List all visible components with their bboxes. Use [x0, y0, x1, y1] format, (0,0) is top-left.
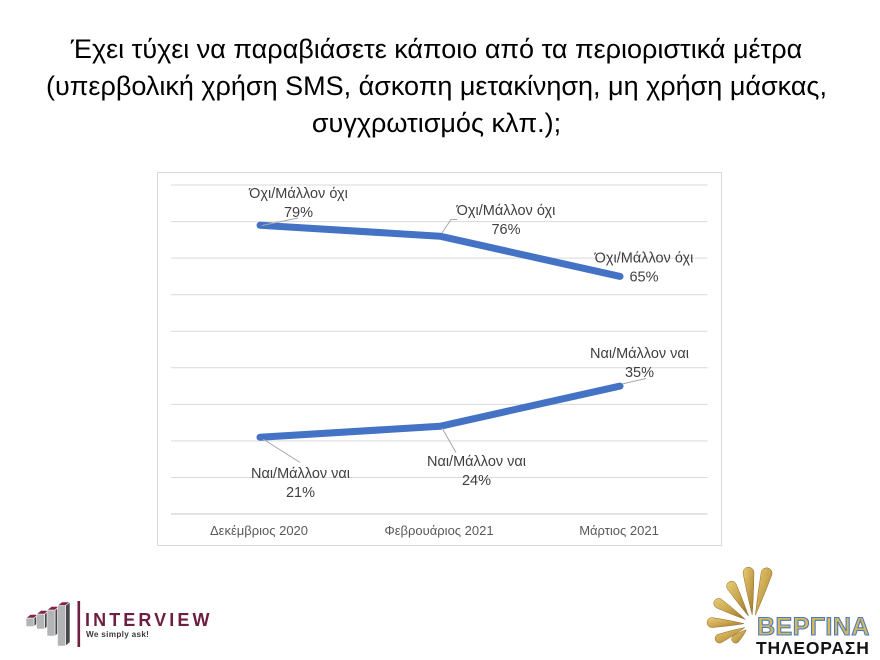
- vergina-tv-logo: ΒΕΡΓΙΝΑ ΤΗΛΕΟΡΑΣΗ: [698, 558, 880, 660]
- page-title: Έχει τύχει να παραβιάσετε κάποιο από τα …: [0, 31, 873, 142]
- data-label-name: Ναι/Μάλλον ναι: [427, 454, 526, 470]
- interview-brand-text: INTERVIEW: [85, 610, 213, 630]
- chart-border: [157, 172, 722, 546]
- leader-line: [261, 217, 299, 226]
- bar-side-face: [65, 601, 71, 647]
- sun-ray: [742, 566, 755, 616]
- page-title-line: (υπερβολική χρήση SMS, άσκοπη μετακίνηση…: [46, 71, 827, 101]
- data-label-name: Ναι/Μάλλον ναι: [251, 466, 350, 482]
- data-label-value: 24%: [462, 473, 491, 489]
- vergina-brand-text: ΒΕΡΓΙΝΑ: [757, 613, 870, 641]
- sun-ray: [706, 617, 745, 628]
- data-label-value: 21%: [286, 485, 315, 501]
- data-label-name: Όχι/Μάλλον όχι: [248, 186, 348, 202]
- interview-logo: INTERVIEW We simply ask!: [18, 594, 248, 656]
- line-chart: Όχι/Μάλλον όχι 79% Όχι/Μάλλον όχι 76% Όχι/Μά…: [157, 172, 722, 546]
- interview-logo-graphic: INTERVIEW We simply ask!: [25, 601, 213, 647]
- page-title-line: Έχει τύχει να παραβιάσετε κάποιο από τα …: [70, 34, 803, 64]
- x-axis-label: Μάρτιος 2021: [579, 523, 659, 538]
- data-label-value: 35%: [625, 365, 654, 381]
- sun-ray: [713, 598, 746, 620]
- page-title-line: συγχρωτισμός κλπ.);: [311, 108, 562, 138]
- x-axis-label: Φεβρουάριος 2021: [384, 523, 493, 538]
- logo-divider: [77, 601, 81, 647]
- bar-front-face: [25, 617, 35, 627]
- leader-line: [262, 438, 301, 463]
- bar-top-face: [56, 601, 71, 606]
- vergina-subtitle-text: ΤΗΛΕΟΡΑΣΗ: [756, 638, 870, 658]
- series-line-0: [256, 221, 624, 280]
- data-label-value: 65%: [629, 270, 658, 286]
- interview-tagline-text: We simply ask!: [86, 630, 149, 639]
- x-axis-label: Δεκέμβριος 2020: [210, 523, 308, 538]
- sun-ray: [714, 627, 745, 644]
- bar-front-face: [57, 605, 66, 647]
- sun-ray: [755, 567, 773, 616]
- leader-line: [441, 219, 457, 234]
- leader-line: [621, 378, 647, 385]
- data-label-value: 76%: [491, 222, 520, 238]
- leader-line: [441, 427, 457, 453]
- bar-front-face: [46, 609, 56, 637]
- series-line-1: [256, 382, 624, 441]
- bar-front-face: [36, 613, 45, 630]
- sun-ray: [726, 580, 749, 617]
- data-label-name: Όχι/Μάλλον όχι: [456, 203, 556, 219]
- data-label-value: 79%: [284, 205, 313, 221]
- sun-ray: [731, 629, 747, 644]
- data-label-name: Ναι/Μάλλον ναι: [590, 346, 689, 362]
- 3d-bar-chart-icon: [25, 601, 71, 647]
- data-label-name: Όχι/Μάλλον όχι: [594, 251, 694, 267]
- vergina-sun-icon: [706, 566, 773, 644]
- chart-canvas: Όχι/Μάλλον όχι 79% Όχι/Μάλλον όχι 76% Όχι/Μά…: [157, 172, 722, 546]
- vergina-logo-graphic: ΒΕΡΓΙΝΑ ΤΗΛΕΟΡΑΣΗ: [706, 566, 870, 658]
